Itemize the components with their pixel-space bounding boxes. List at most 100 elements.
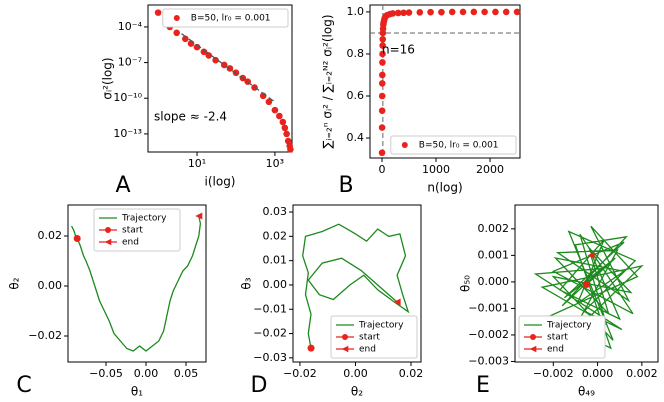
data-point xyxy=(378,107,386,115)
panel-label: B xyxy=(338,173,353,198)
legend-swatch xyxy=(529,345,537,353)
legend-box xyxy=(330,315,418,359)
data-point xyxy=(405,9,413,16)
x-tick-label: 2000 xyxy=(476,163,504,176)
x-tick-label: 0.02 xyxy=(399,367,424,380)
panel-label: A xyxy=(115,173,130,198)
data-point xyxy=(265,98,273,106)
trajectory xyxy=(302,223,410,349)
end-marker xyxy=(393,298,401,306)
y-tick-label: 0.001 xyxy=(478,248,510,261)
trajectory xyxy=(533,225,644,350)
y-axis-label: θ₂ xyxy=(8,277,22,289)
legend-swatch xyxy=(342,334,348,340)
y-tick-label: −0.003 xyxy=(468,354,509,367)
legend-label: Trajectory xyxy=(121,214,167,224)
data-point xyxy=(394,9,402,17)
annotation: slope ≈ -2.4 xyxy=(154,110,227,124)
y-tick-label: 0.00 xyxy=(263,278,288,291)
x-tick-label: 0.00 xyxy=(343,367,368,380)
data-point xyxy=(378,149,386,157)
data-point xyxy=(378,92,386,100)
legend-box xyxy=(93,208,181,252)
x-tick-label: 0 xyxy=(378,163,385,176)
x-tick-label: 1000 xyxy=(422,163,450,176)
y-axis-label: θ₃ xyxy=(240,277,254,289)
data-point xyxy=(200,48,208,56)
data-point xyxy=(400,9,407,17)
y-tick-label: −0.01 xyxy=(253,302,287,315)
y-tick-label: 0.03 xyxy=(263,205,288,218)
x-axis-label: θ₄₉ xyxy=(578,385,595,399)
legend-label: B=50, lr₀ = 0.001 xyxy=(191,14,271,24)
x-tick-label: 0.05 xyxy=(174,367,199,380)
data-point xyxy=(481,8,488,16)
data-point xyxy=(448,8,456,16)
legend-box xyxy=(518,315,606,359)
x-tick-label: −0.02 xyxy=(283,367,317,380)
start-marker xyxy=(583,281,590,289)
legend-label: start xyxy=(122,226,143,236)
y-tick-label: 0.002 xyxy=(478,222,510,235)
start-marker xyxy=(307,344,315,352)
y-tick-label: 10⁻¹³ xyxy=(113,127,142,140)
data-point xyxy=(389,10,397,17)
legend-swatch xyxy=(401,142,408,148)
fit-line xyxy=(181,33,276,103)
legend-swatch xyxy=(341,345,349,353)
y-axis-label: θ₅₀ xyxy=(459,275,473,292)
y-tick-label: 0.8 xyxy=(347,47,365,60)
annotation: n=16 xyxy=(382,43,415,57)
panel-label: E xyxy=(476,373,490,398)
data-point xyxy=(470,8,478,16)
plot-frame xyxy=(292,204,422,363)
data-point xyxy=(287,146,294,153)
data-point xyxy=(205,52,213,59)
legend-swatch xyxy=(104,238,112,246)
data-point xyxy=(416,9,424,16)
data-point xyxy=(279,118,287,126)
data-point xyxy=(276,112,283,120)
legend-label: end xyxy=(122,238,139,248)
data-point xyxy=(427,8,434,16)
end-marker xyxy=(587,251,595,259)
x-axis-label: i(log) xyxy=(205,175,236,189)
legend-label: Trajectory xyxy=(546,321,592,331)
legend-label: B=50, lr₀ = 0.001 xyxy=(419,141,499,151)
legend-label: end xyxy=(359,345,376,355)
y-tick-label: 0.00 xyxy=(38,279,63,292)
data-point xyxy=(379,42,386,49)
y-tick-label: 0.000 xyxy=(478,275,510,288)
plot-frame xyxy=(67,204,207,363)
data-point xyxy=(173,29,180,37)
data-point xyxy=(379,71,386,79)
data-point xyxy=(438,8,445,16)
y-tick-label: −0.03 xyxy=(253,351,287,364)
data-point xyxy=(379,59,386,66)
y-tick-label: 10⁻¹⁰ xyxy=(113,91,142,104)
data-point xyxy=(379,35,387,43)
y-tick-label: 0.02 xyxy=(38,229,63,242)
data-point xyxy=(502,8,510,16)
legend-box xyxy=(162,8,289,28)
data-point xyxy=(182,35,189,43)
legend-label: start xyxy=(547,333,568,343)
data-point xyxy=(154,9,162,16)
x-tick-label: −0.002 xyxy=(533,367,574,380)
y-tick-label: 10⁻⁴ xyxy=(118,20,143,33)
y-tick-label: 0.4 xyxy=(347,131,365,144)
legend-label: end xyxy=(547,345,564,355)
data-point xyxy=(459,8,467,16)
data-point xyxy=(271,106,279,114)
legend-swatch xyxy=(105,227,111,233)
plot-frame xyxy=(147,4,293,153)
plot-frame xyxy=(514,204,659,363)
x-tick-label: 0.002 xyxy=(626,367,658,380)
x-axis-label: θ₂ xyxy=(351,385,363,399)
legend-swatch xyxy=(530,334,536,340)
y-tick-label: 10⁻⁷ xyxy=(118,56,142,69)
x-tick-label: 0.00 xyxy=(134,367,159,380)
panel-label: C xyxy=(16,373,31,398)
data-point xyxy=(281,124,289,132)
